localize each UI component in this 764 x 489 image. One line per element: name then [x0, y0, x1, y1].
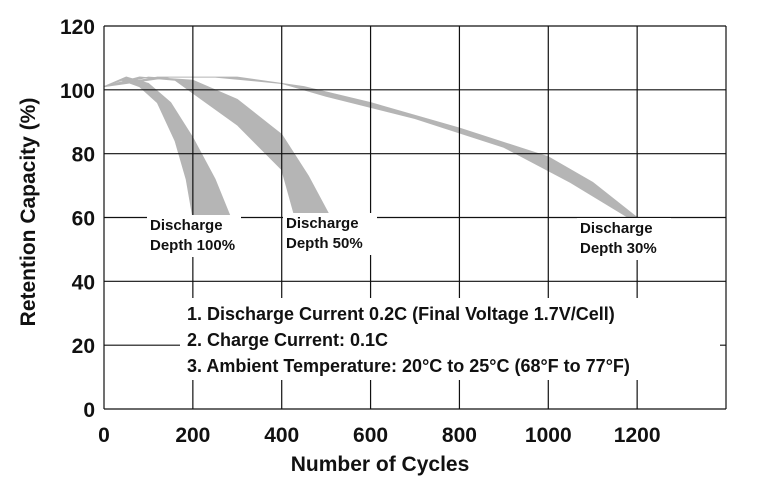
note-3: 3. Ambient Temperature: 20°C to 25°C (68… [187, 356, 630, 376]
x-tick-label-4: 800 [442, 424, 477, 447]
band-label-bg-0 [147, 215, 241, 257]
x-axis-label: Number of Cycles [291, 453, 470, 476]
y-tick-label-3: 60 [72, 208, 95, 231]
band-label-bg-2 [577, 218, 671, 260]
band-label-1-line-1: Depth 50% [286, 235, 363, 252]
y-tick-label-4: 80 [72, 144, 95, 167]
x-tick-label-5: 1000 [525, 424, 572, 447]
x-tick-label-6: 1200 [614, 424, 661, 447]
band-label-2-line-0: Discharge [580, 220, 653, 237]
tick-labels: 0 200 400 600 800 1000 1200 0 20 40 60 80 100 120 [60, 16, 661, 447]
y-axis-label: Retention Capacity (%) [17, 98, 40, 327]
notes-background [180, 298, 720, 380]
y-tick-label-5: 100 [60, 80, 95, 103]
band-label-0-line-0: Discharge [150, 217, 223, 234]
y-tick-label-0: 0 [83, 399, 95, 422]
band-label-1-line-0: Discharge [286, 215, 359, 232]
y-tick-label-2: 40 [72, 271, 95, 294]
band-labels: Discharge Depth 100% Discharge Depth 50% Dis… [147, 213, 671, 260]
band-label-2-line-1: Depth 30% [580, 240, 657, 257]
x-tick-label-1: 200 [175, 424, 210, 447]
band-label-bg-1 [283, 213, 377, 255]
note-1: 1. Discharge Current 0.2C (Final Voltage… [187, 304, 615, 324]
band-label-0-line-1: Depth 100% [150, 237, 235, 254]
y-tick-label-1: 20 [72, 335, 95, 358]
note-2: 2. Charge Current: 0.1C [187, 330, 388, 350]
x-tick-label-0: 0 [98, 424, 110, 447]
test-conditions-notes: 1. Discharge Current 0.2C (Final Voltage… [187, 304, 630, 376]
x-tick-label-3: 600 [353, 424, 388, 447]
y-tick-label-6: 120 [60, 16, 95, 39]
x-tick-label-2: 400 [264, 424, 299, 447]
